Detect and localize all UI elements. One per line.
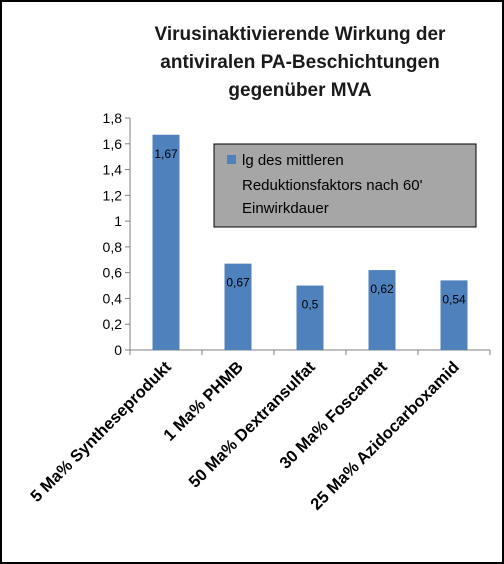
data-label: 0,62 (370, 282, 394, 296)
data-label: 0,67 (226, 276, 250, 290)
legend-label-line: Einwirkdauer (242, 200, 329, 217)
data-labels: 1,67 0,67 0,5 0,62 0,54 (154, 147, 466, 312)
bars (152, 134, 468, 350)
bar (296, 285, 324, 350)
y-tick-label: 1,4 (103, 162, 123, 178)
chart-title-line: Virusinaktivierende Wirkung der (155, 24, 447, 45)
bar (224, 263, 252, 350)
y-tick-label: 1,8 (103, 110, 123, 126)
chart-title-line: gegenüber MVA (228, 80, 371, 101)
y-tick-label: 1,6 (103, 136, 123, 152)
legend-label-line: lg des mittleren (242, 152, 344, 169)
x-category-label: 5 Ma% Syntheseprodukt (27, 358, 175, 506)
y-tick-label: 1,2 (103, 187, 123, 203)
legend-swatch (227, 155, 236, 164)
legend-label-line: Reduktionsfaktors nach 60' (242, 177, 423, 194)
data-label: 0,5 (302, 298, 319, 312)
chart-title-line: antiviralen PA-Beschichtungen (160, 52, 439, 73)
y-axis: 0 0,2 0,4 0,6 0,8 1 1,2 1,4 1,6 1,8 (103, 110, 131, 358)
y-tick-label: 1 (114, 213, 122, 229)
y-tick-label: 0,4 (103, 290, 123, 306)
bar (368, 270, 396, 350)
legend: lg des mittleren Reduktionsfaktors nach 6… (213, 143, 477, 228)
chart-title: Virusinaktivierende Wirkung der antiviral… (155, 24, 447, 101)
y-tick-label: 0,8 (103, 239, 123, 255)
data-label: 0,54 (442, 292, 466, 306)
data-label: 1,67 (154, 147, 178, 161)
legend-box (213, 143, 477, 228)
y-tick-label: 0,2 (103, 316, 123, 332)
y-tick-label: 0 (114, 342, 122, 358)
x-category-label: 25 Ma% Azidocarboxamid (307, 358, 463, 514)
bar (440, 280, 468, 350)
x-category-label: 50 Ma% Dextransulfat (185, 358, 319, 492)
bar (152, 134, 180, 350)
y-tick-label: 0,6 (103, 265, 123, 281)
